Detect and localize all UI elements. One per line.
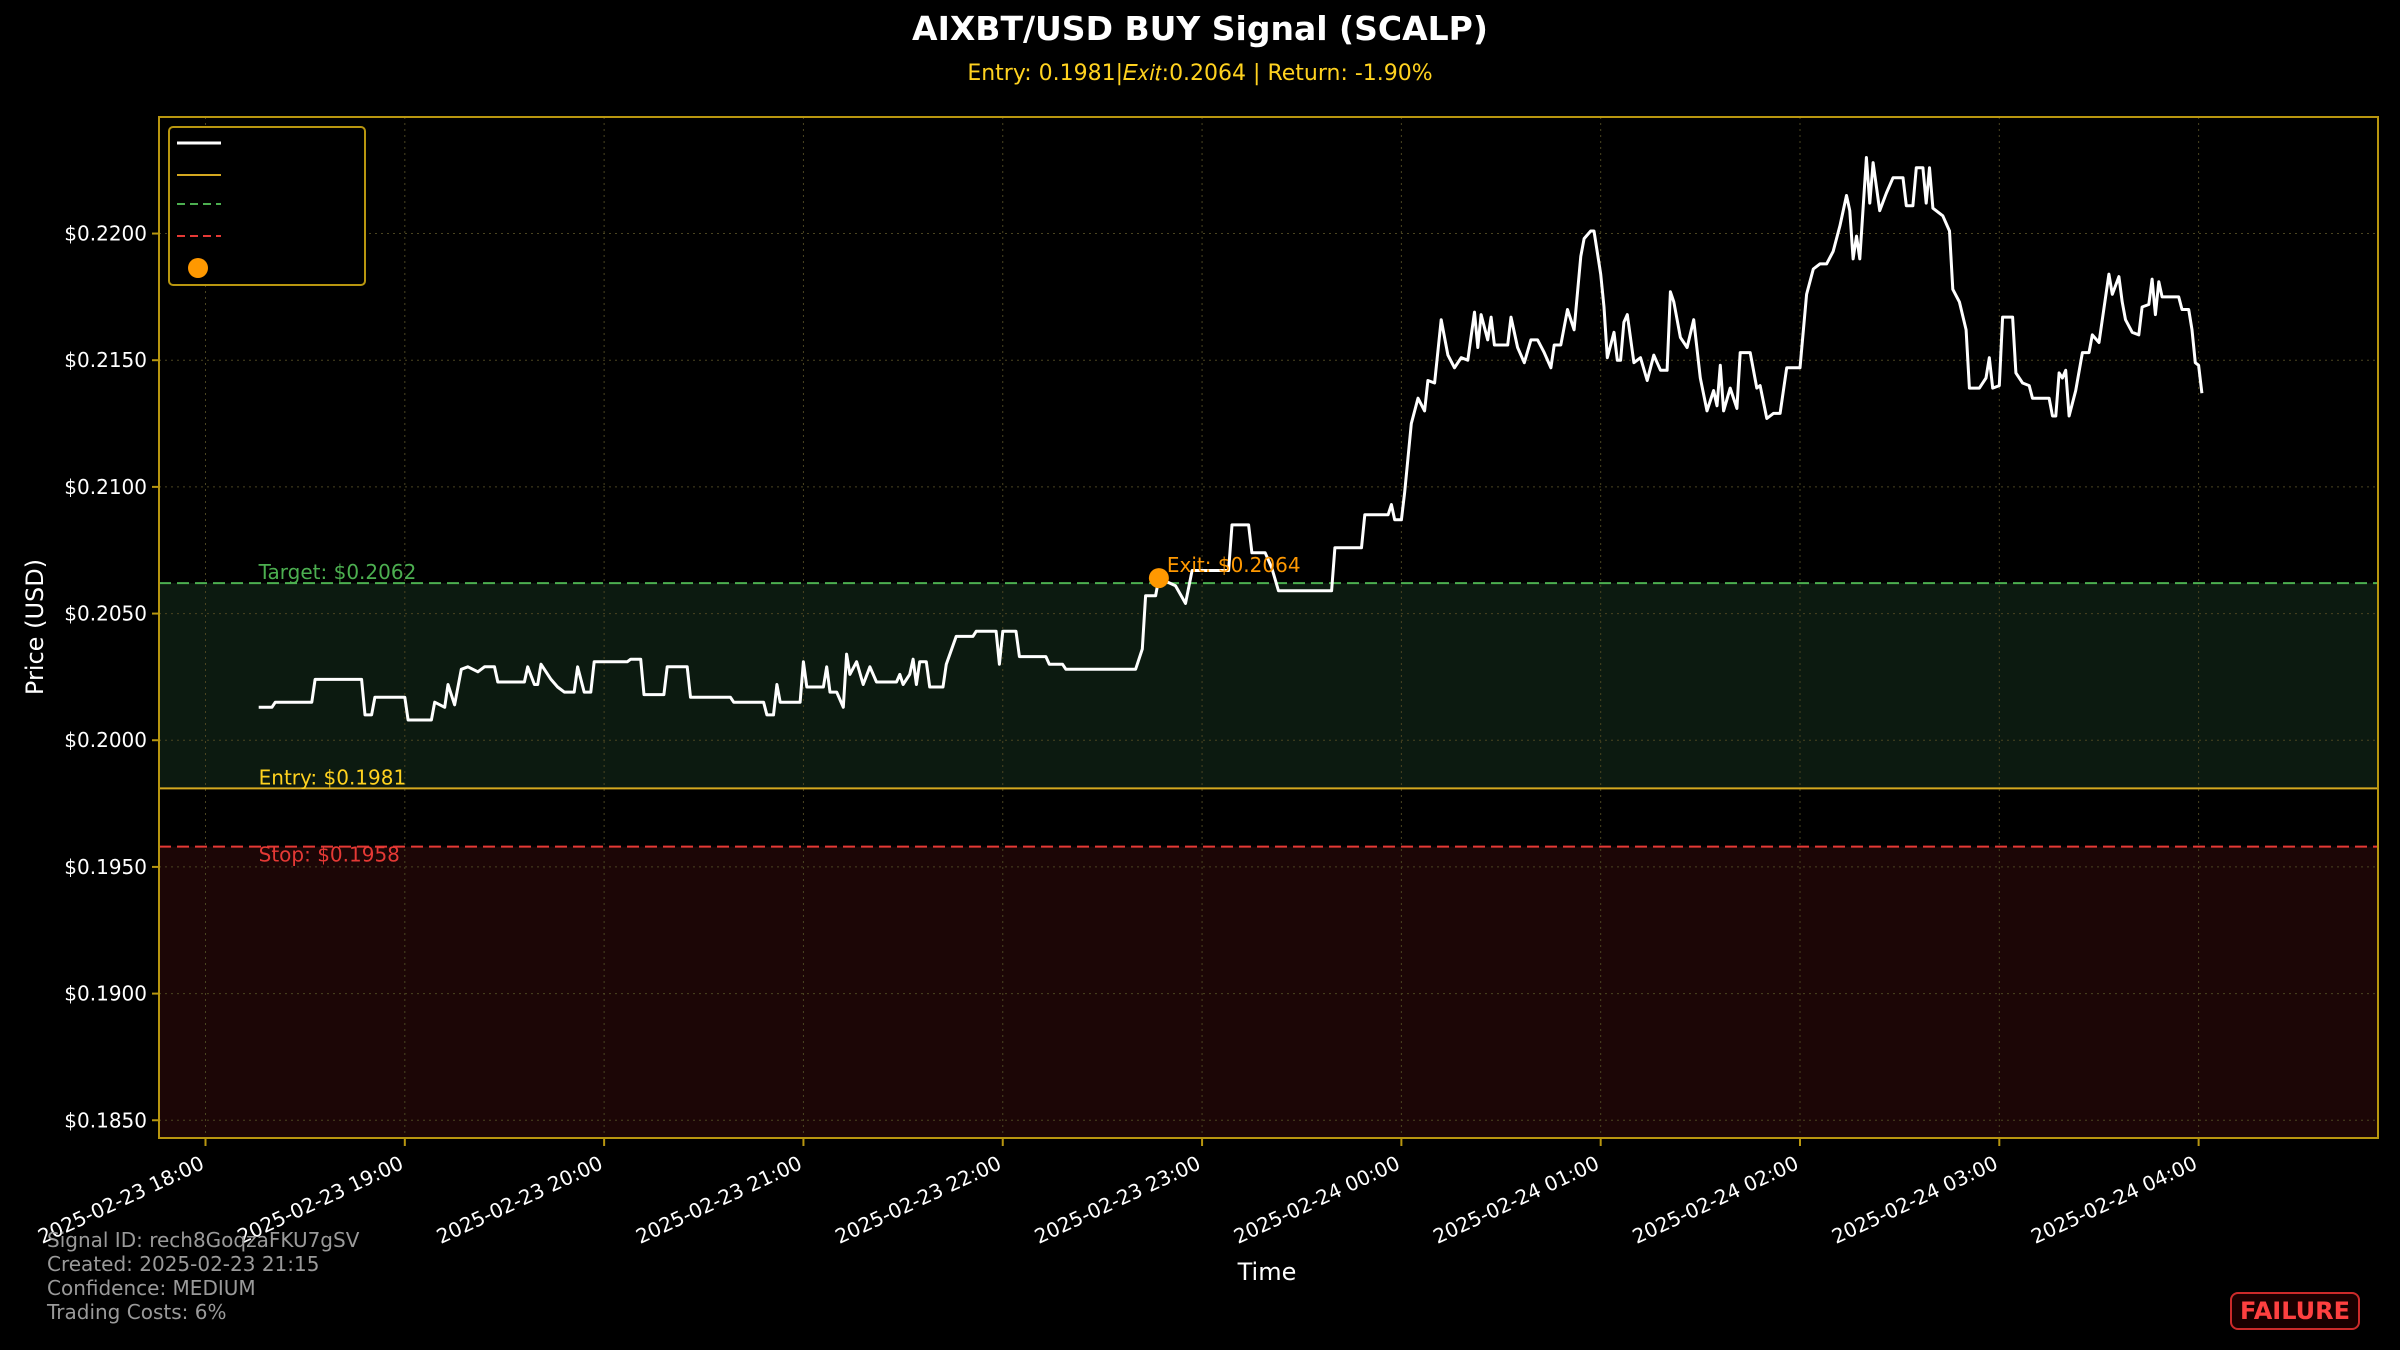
x-tick-label: 2025-02-24 00:00 (1230, 1151, 1403, 1249)
created-time: Created: 2025-02-23 21:15 (47, 1252, 320, 1276)
stop-zone (159, 846, 2378, 1138)
y-tick-label: $0.1850 (64, 1108, 147, 1132)
chart-subtitle: Entry: 0.1981|𝐸𝑥𝑖𝑡:0.2064 | Return: -1.9… (967, 61, 1432, 86)
x-tick-label: 2025-02-23 22:00 (831, 1151, 1004, 1249)
signal-info: Signal ID: rech8GoqzaFKU7gSV Created: 20… (47, 1228, 359, 1324)
x-tick-label: 2025-02-24 02:00 (1629, 1151, 1802, 1249)
chart-title: AIXBT/USD BUY Signal (SCALP) (912, 9, 1488, 48)
x-tick-label: 2025-02-24 03:00 (1828, 1151, 2001, 1249)
x-tick-label: 2025-02-24 04:00 (2027, 1151, 2200, 1249)
x-tick-label: 2025-02-23 21:00 (632, 1151, 805, 1249)
y-tick-label: $0.1900 (64, 982, 147, 1006)
entry-label: Entry: $0.1981 (259, 765, 407, 789)
plot-frame (158, 116, 2379, 1139)
status-badge: FAILURE (2230, 1292, 2360, 1330)
y-tick-label: $0.2050 (64, 602, 147, 626)
y-tick-label: $0.2150 (64, 348, 147, 372)
x-tick-label: 2025-02-23 20:00 (433, 1151, 606, 1249)
exit-marker (1148, 568, 1169, 589)
y-axis: $0.1850 $0.1900 $0.1950 $0.2000 $0.2050 $0.21… (64, 222, 159, 1132)
target-label: Target: $0.2062 (258, 560, 417, 584)
trading-costs: Trading Costs: 6% (47, 1300, 227, 1324)
stop-label: Stop: $0.1958 (259, 843, 400, 867)
signal-id: Signal ID: rech8GoqzaFKU7gSV (47, 1228, 360, 1252)
legend (168, 126, 366, 286)
y-tick-label: $0.2000 (64, 728, 147, 752)
confidence: Confidence: MEDIUM (47, 1276, 256, 1300)
target-zone (159, 583, 2378, 789)
y-tick-label: $0.1950 (64, 855, 147, 879)
y-tick-label: $0.2200 (64, 222, 147, 246)
x-tick-label: 2025-02-24 01:00 (1429, 1151, 1602, 1249)
legend-exit-swatch (188, 258, 208, 278)
x-axis-label: Time (1237, 1258, 1297, 1286)
x-tick-label: 2025-02-23 23:00 (1031, 1151, 1204, 1249)
y-axis-label: Price (USD) (21, 559, 49, 695)
grid (159, 117, 2378, 1138)
price-series-line (258, 156, 2204, 722)
exit-label: Exit: $0.2064 (1167, 553, 1301, 577)
legend-box (168, 126, 366, 286)
y-tick-label: $0.2100 (64, 475, 147, 499)
